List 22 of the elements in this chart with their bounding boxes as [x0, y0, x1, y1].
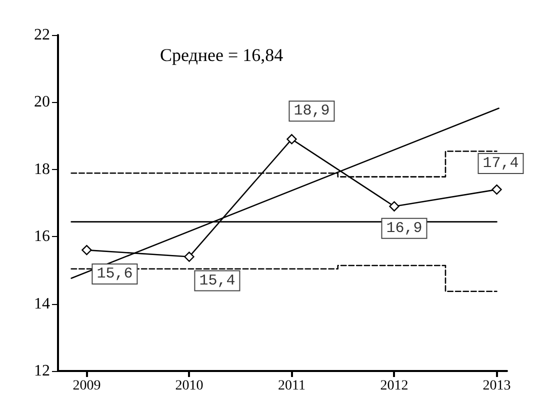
x-tick-label: 2009	[72, 378, 101, 394]
point	[389, 201, 400, 212]
y-tick-label: 14	[34, 295, 50, 312]
data-label: 18,9	[294, 102, 330, 120]
y-tick-label: 20	[34, 94, 50, 111]
data-label: 15,4	[199, 272, 236, 290]
x-tick-label: 2010	[175, 378, 204, 394]
y-tick-label: 12	[34, 362, 50, 380]
point	[286, 134, 297, 144]
data-label: 15,6	[96, 266, 133, 283]
x-tick-label: 2013	[482, 378, 511, 394]
x-tick-label: 2012	[380, 378, 408, 394]
point	[82, 244, 92, 256]
data-label: 16,9	[386, 220, 422, 237]
point	[184, 252, 194, 262]
y-tick-label: 16	[34, 228, 50, 246]
data-label: 17,4	[482, 155, 519, 172]
annotation: Среднее = 16,84	[160, 45, 284, 65]
y-tick-label: 22	[34, 26, 50, 44]
x-tick-label: 2011	[278, 378, 306, 394]
point	[492, 184, 502, 195]
y-tick-label: 18	[34, 160, 50, 178]
